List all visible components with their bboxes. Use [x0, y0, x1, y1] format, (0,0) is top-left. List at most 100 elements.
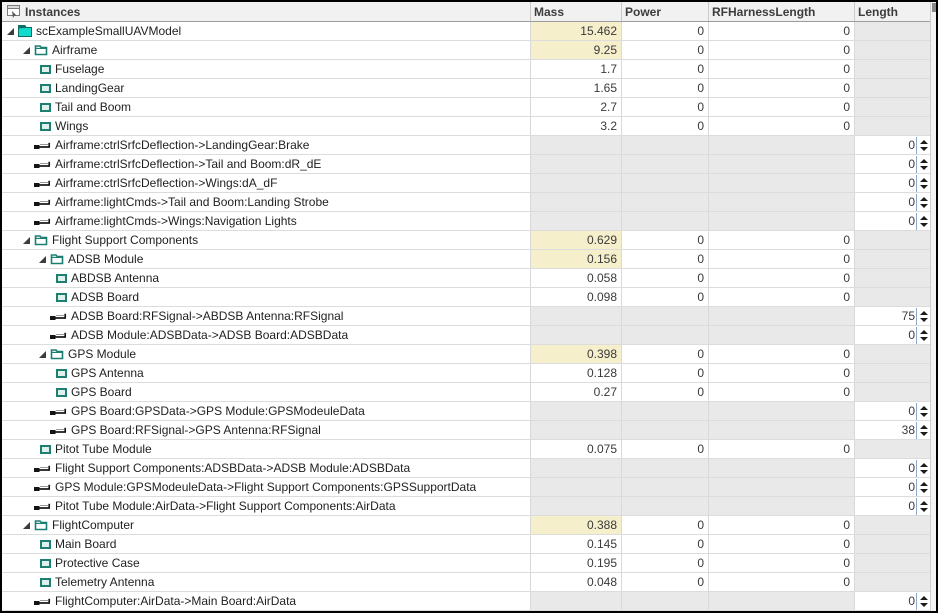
connector-icon	[50, 424, 67, 436]
rfharnesslength-cell: 0	[709, 516, 855, 534]
rfharnesslength-cell	[709, 307, 855, 325]
length-spinner-field[interactable]: 0	[908, 497, 930, 515]
spinner-up-icon[interactable]	[919, 215, 928, 220]
length-spinner-field[interactable]: 0	[908, 459, 930, 477]
spinner-down-icon[interactable]	[919, 184, 928, 189]
spinner-buttons[interactable]	[916, 326, 930, 344]
spinner-down-icon[interactable]	[919, 222, 928, 227]
tree-row[interactable]: Telemetry Antenna 0.048 0 0	[2, 573, 936, 592]
mass-cell	[531, 136, 622, 154]
length-spinner-field[interactable]: 75	[901, 307, 930, 325]
expand-arrow-icon[interactable]	[22, 521, 34, 529]
scrollbar-thumb[interactable]	[932, 3, 936, 12]
spinner-up-icon[interactable]	[919, 177, 928, 182]
length-spinner-field[interactable]: 0	[908, 174, 930, 192]
spinner-buttons[interactable]	[916, 307, 930, 325]
tree-row[interactable]: Airframe:lightCmds->Wings:Navigation Lig…	[2, 212, 936, 231]
column-header-power[interactable]: Power	[622, 2, 709, 21]
tree-row[interactable]: Airframe:ctrlSrfcDeflection->Wings:dA_dF…	[2, 174, 936, 193]
column-header-instances[interactable]: Instances	[2, 2, 531, 21]
tree-row[interactable]: Airframe 9.25 0 0	[2, 41, 936, 60]
spinner-buttons[interactable]	[916, 478, 930, 496]
tree-row[interactable]: LandingGear 1.65 0 0	[2, 79, 936, 98]
spinner-up-icon[interactable]	[919, 500, 928, 505]
tree-row[interactable]: Main Board 0.145 0 0	[2, 535, 936, 554]
tree-row[interactable]: scExampleSmallUAVModel 15.462 0 0	[2, 22, 936, 41]
spinner-up-icon[interactable]	[919, 424, 928, 429]
tree-row[interactable]: Fuselage 1.7 0 0	[2, 60, 936, 79]
expand-arrow-icon[interactable]	[6, 27, 18, 35]
length-spinner-field[interactable]: 38	[901, 421, 930, 439]
tree-row[interactable]: ADSB Module:ADSBData->ADSB Board:ADSBDat…	[2, 326, 936, 345]
tree-row[interactable]: Airframe:ctrlSrfcDeflection->LandingGear…	[2, 136, 936, 155]
tree-row[interactable]: ABDSB Antenna 0.058 0 0	[2, 269, 936, 288]
spinner-buttons[interactable]	[916, 136, 930, 154]
spinner-buttons[interactable]	[916, 212, 930, 230]
spinner-buttons[interactable]	[916, 459, 930, 477]
spinner-down-icon[interactable]	[919, 602, 928, 607]
length-spinner-field[interactable]: 0	[908, 326, 930, 344]
tree-row[interactable]: GPS Antenna 0.128 0 0	[2, 364, 936, 383]
spinner-down-icon[interactable]	[919, 507, 928, 512]
length-spinner-field[interactable]: 0	[908, 212, 930, 230]
tree-row[interactable]: GPS Module:GPSModeuleData->Flight Suppor…	[2, 478, 936, 497]
tree-row[interactable]: GPS Board:RFSignal->GPS Antenna:RFSignal…	[2, 421, 936, 440]
length-spinner-field[interactable]: 0	[908, 155, 930, 173]
tree-row[interactable]: FlightComputer:AirData->Main Board:AirDa…	[2, 592, 936, 611]
spinner-up-icon[interactable]	[919, 405, 928, 410]
spinner-up-icon[interactable]	[919, 481, 928, 486]
spinner-buttons[interactable]	[916, 155, 930, 173]
spinner-up-icon[interactable]	[919, 595, 928, 600]
tree-row[interactable]: Airframe:ctrlSrfcDeflection->Tail and Bo…	[2, 155, 936, 174]
tree-row[interactable]: Protective Case 0.195 0 0	[2, 554, 936, 573]
length-spinner-field[interactable]: 0	[908, 136, 930, 154]
spinner-buttons[interactable]	[916, 421, 930, 439]
tree-row[interactable]: Flight Support Components 0.629 0 0	[2, 231, 936, 250]
tree-row[interactable]: Airframe:lightCmds->Tail and Boom:Landin…	[2, 193, 936, 212]
spinner-down-icon[interactable]	[919, 146, 928, 151]
tree-row[interactable]: Flight Support Components:ADSBData->ADSB…	[2, 459, 936, 478]
spinner-buttons[interactable]	[916, 174, 930, 192]
vertical-scrollbar[interactable]	[930, 2, 936, 611]
spinner-buttons[interactable]	[916, 402, 930, 420]
tree-row[interactable]: GPS Board:GPSData->GPS Module:GPSModeule…	[2, 402, 936, 421]
tree-row[interactable]: GPS Module 0.398 0 0	[2, 345, 936, 364]
spinner-up-icon[interactable]	[919, 196, 928, 201]
column-header-mass[interactable]: Mass	[531, 2, 622, 21]
spinner-buttons[interactable]	[916, 592, 930, 610]
spinner-up-icon[interactable]	[919, 462, 928, 467]
tree-row[interactable]: ADSB Board 0.098 0 0	[2, 288, 936, 307]
spinner-down-icon[interactable]	[919, 431, 928, 436]
spinner-up-icon[interactable]	[919, 139, 928, 144]
spinner-down-icon[interactable]	[919, 336, 928, 341]
expand-arrow-icon[interactable]	[38, 350, 50, 358]
tree-row[interactable]: Wings 3.2 0 0	[2, 117, 936, 136]
spinner-down-icon[interactable]	[919, 412, 928, 417]
tree-row[interactable]: GPS Board 0.27 0 0	[2, 383, 936, 402]
length-spinner-field[interactable]: 0	[908, 402, 930, 420]
spinner-down-icon[interactable]	[919, 469, 928, 474]
length-spinner-field[interactable]: 0	[908, 592, 930, 610]
tree-row[interactable]: ADSB Board:RFSignal->ABDSB Antenna:RFSig…	[2, 307, 936, 326]
expand-arrow-icon[interactable]	[38, 255, 50, 263]
spinner-down-icon[interactable]	[919, 203, 928, 208]
expand-arrow-icon[interactable]	[22, 236, 34, 244]
expand-arrow-icon[interactable]	[22, 46, 34, 54]
spinner-buttons[interactable]	[916, 193, 930, 211]
tree-row[interactable]: ADSB Module 0.156 0 0	[2, 250, 936, 269]
length-spinner-field[interactable]: 0	[908, 193, 930, 211]
tree-row[interactable]: Tail and Boom 2.7 0 0	[2, 98, 936, 117]
tree-row[interactable]: Pitot Tube Module:AirData->Flight Suppor…	[2, 497, 936, 516]
tree-row[interactable]: FlightComputer 0.388 0 0	[2, 516, 936, 535]
column-header-length[interactable]: Length	[855, 2, 930, 21]
spinner-down-icon[interactable]	[919, 165, 928, 170]
tree-row[interactable]: Pitot Tube Module 0.075 0 0	[2, 440, 936, 459]
spinner-down-icon[interactable]	[919, 317, 928, 322]
spinner-up-icon[interactable]	[919, 329, 928, 334]
length-spinner-field[interactable]: 0	[908, 478, 930, 496]
spinner-buttons[interactable]	[916, 497, 930, 515]
spinner-up-icon[interactable]	[919, 310, 928, 315]
spinner-down-icon[interactable]	[919, 488, 928, 493]
column-header-rfharnesslength[interactable]: RFHarnessLength	[709, 2, 855, 21]
spinner-up-icon[interactable]	[919, 158, 928, 163]
